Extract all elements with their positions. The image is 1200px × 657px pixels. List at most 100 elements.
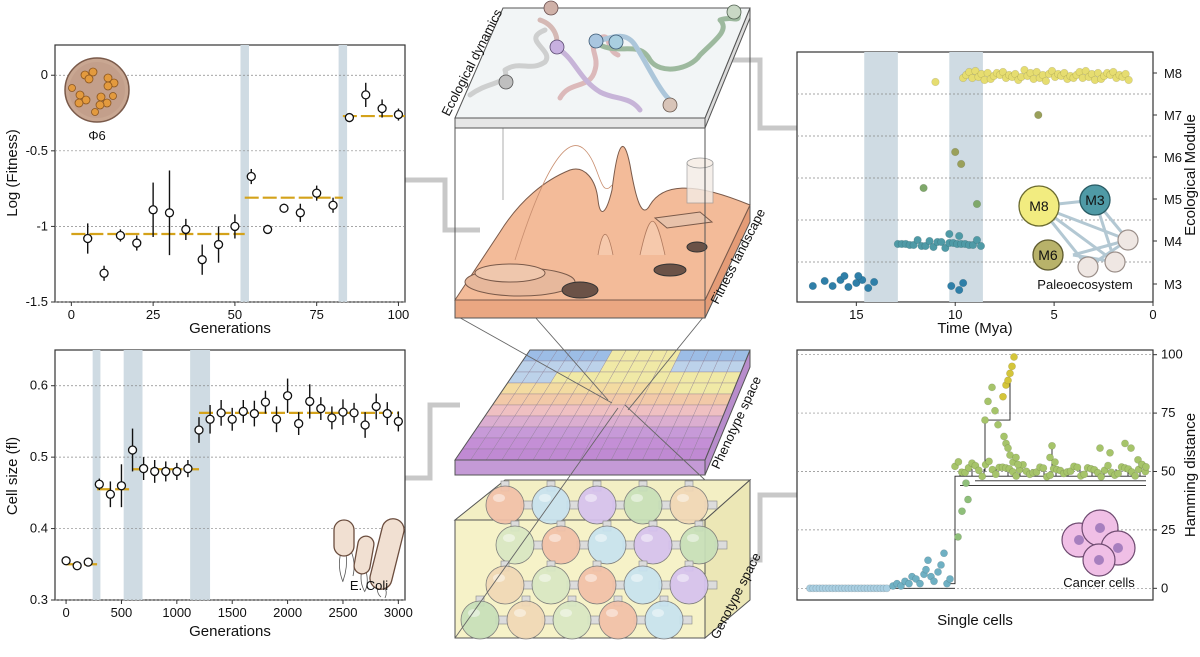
single-cell-point (1114, 469, 1123, 478)
single-cell-point (1046, 471, 1055, 480)
phage-icon-label: Φ6 (88, 128, 106, 143)
phenotype-space-grid (454, 349, 751, 476)
data-point (246, 171, 256, 182)
shift-band (864, 52, 898, 302)
single-cell-point (940, 549, 948, 558)
single-cell-point (1000, 432, 1008, 441)
module-label: M3 (1164, 277, 1182, 292)
genotype-sphere (506, 600, 546, 640)
single-cell-point (937, 561, 945, 569)
phage-fitness-panel: 0 -0.5 -1 -1.5 0 25 50 75 100 Φ6 Log (Fitness) G… (4, 44, 410, 337)
data-point (99, 268, 109, 278)
x-tick-label: 10 (948, 307, 962, 322)
single-cell-point (1006, 369, 1014, 378)
single-cell-point (946, 575, 954, 583)
cancer-cells-icon (1061, 509, 1136, 577)
sphere-highlight (585, 494, 597, 502)
ecoli-cell-size-panel: 0.3 0.4 0.5 0.6 0 500 1000 1500 2000 2500 3000 E. … (4, 349, 413, 640)
y-tick-label: 50 (1161, 463, 1175, 478)
data-point (316, 403, 326, 414)
data-point (127, 445, 138, 455)
multiscale-center-illustration: Ecological dynamics Fitness landscape Ph… (438, 0, 768, 641)
data-point (382, 408, 392, 419)
single-cell-point (1127, 444, 1135, 453)
x-tick-label: 50 (228, 307, 242, 322)
single-cell-point (1010, 353, 1018, 361)
sphere-highlight (549, 534, 561, 542)
paleo-x-axis-label: Time (Mya) (937, 320, 1012, 337)
data-point (361, 90, 371, 100)
data-point (295, 208, 305, 218)
data-point (105, 489, 116, 499)
fossil-point (957, 159, 966, 169)
y-tick-label: 75 (1161, 405, 1175, 420)
data-point (83, 233, 93, 244)
single-cell-point (981, 416, 989, 424)
genotype-sphere (623, 485, 663, 525)
sphere-highlight (493, 494, 505, 502)
single-cell-point (1048, 441, 1056, 450)
data-point (194, 425, 204, 435)
y-tick-label: 0 (41, 67, 48, 82)
fossil-point (1041, 76, 1051, 86)
data-point (230, 221, 240, 232)
single-cell-point (1096, 444, 1104, 453)
single-cell-point (1104, 461, 1112, 470)
y-tick-label: 25 (1161, 522, 1175, 537)
single-cell-point (1012, 472, 1021, 480)
data-point (305, 396, 315, 407)
data-point (377, 103, 387, 114)
data-point (150, 466, 160, 477)
sphere-highlight (687, 534, 699, 542)
single-cell-point (994, 420, 1002, 429)
x-tick-label: 25 (146, 307, 160, 322)
y-tick-label: 0 (1161, 580, 1168, 595)
single-cell-point (916, 579, 924, 588)
sphere-highlight (539, 574, 551, 582)
y-tick-label: 100 (1161, 347, 1183, 362)
shift-band (949, 52, 983, 302)
single-cell-point (1080, 470, 1089, 479)
single-cell-point (974, 466, 983, 475)
paleo-modules-panel: 15 10 5 0 M3 M4 M5 M6 M7 M8 M8 M3 M6 Paleoecosyst… (796, 51, 1199, 337)
fossil-point (864, 283, 873, 293)
genotype-sphere (531, 565, 571, 605)
genotype-sphere (669, 565, 709, 605)
data-point (172, 466, 182, 477)
data-point (213, 239, 224, 250)
fossil-point (972, 199, 982, 209)
sphere-highlight (595, 534, 607, 542)
sphere-highlight (468, 609, 480, 617)
single-cell-point (954, 533, 962, 541)
y-tick-label: -0.5 (26, 143, 48, 158)
x-tick-label: 100 (388, 307, 410, 322)
data-point (61, 556, 71, 566)
shift-band (240, 45, 249, 302)
data-point (338, 407, 348, 417)
single-cell-point (905, 579, 913, 588)
sphere-highlight (652, 609, 664, 617)
single-cell-point (1008, 362, 1016, 371)
single-cell-point (1014, 460, 1022, 469)
fossil-point (972, 235, 982, 245)
single-cell-point (1046, 453, 1054, 462)
single-cell-point (922, 565, 930, 574)
data-point (271, 414, 282, 424)
fossil-point (955, 285, 964, 295)
sphere-highlight (677, 494, 689, 502)
single-cell-point (1134, 455, 1142, 464)
data-point (249, 408, 260, 419)
network-node-m6: M6 (1038, 247, 1058, 263)
genotype-sphere (633, 525, 673, 565)
genotype-sphere (495, 525, 535, 565)
genotype-sphere (587, 525, 627, 565)
data-point (327, 413, 337, 423)
data-point (205, 414, 215, 424)
single-cell-point (912, 575, 920, 583)
single-cell-point (991, 470, 1000, 479)
single-cell-point (897, 582, 905, 590)
network-node-m8: M8 (1029, 198, 1049, 214)
data-point (260, 397, 271, 407)
x-tick-label: 0 (68, 307, 75, 322)
data-point (393, 109, 404, 120)
